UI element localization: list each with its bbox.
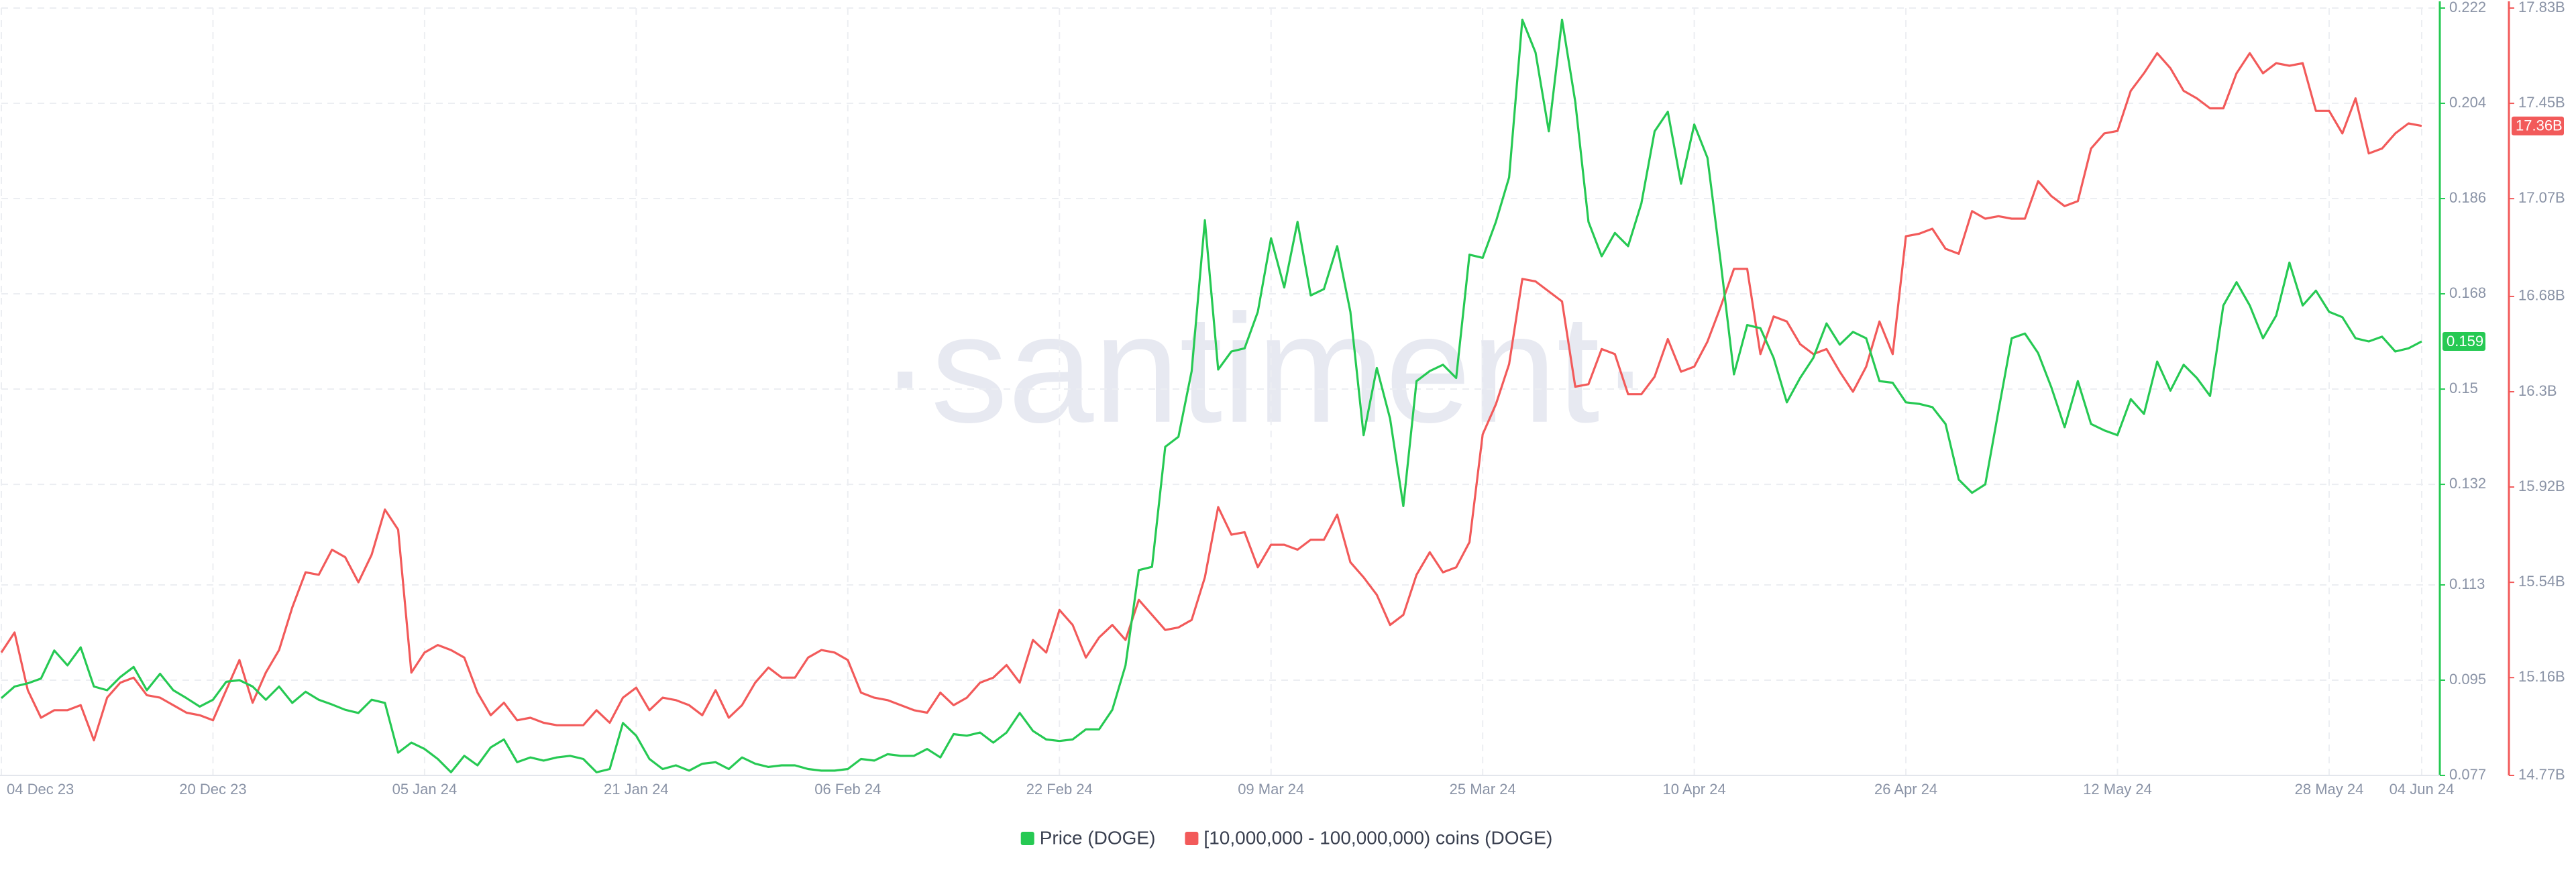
value-badge-label: 0.159 <box>2447 333 2483 349</box>
x-tick-label: 12 May 24 <box>2083 781 2152 798</box>
y-tick-label: 0.077 <box>2449 766 2486 783</box>
series-line <box>0 52 2422 742</box>
x-tick-label: 04 Jun 24 <box>2390 781 2455 798</box>
legend-label: [10,000,000 - 100,000,000) coins (DOGE) <box>1203 827 1552 848</box>
y2-tick-label: 17.83B <box>2518 0 2565 15</box>
x-tick-label: 20 Dec 23 <box>179 781 246 798</box>
y2-tick-label: 16.3B <box>2518 382 2557 399</box>
legend-label: Price (DOGE) <box>1040 827 1156 848</box>
y-tick-label: 0.132 <box>2449 475 2486 492</box>
x-tick-label: 10 Apr 24 <box>1663 781 1726 798</box>
y2-tick-label: 14.77B <box>2518 766 2565 783</box>
y2-tick-label: 17.45B <box>2518 94 2565 111</box>
value-badge-bg <box>2512 116 2564 135</box>
y2-tick-label: 15.54B <box>2518 573 2565 590</box>
watermark: ·santiment· <box>879 282 1651 455</box>
value-badge-label: 17.36B <box>2516 117 2563 134</box>
y2-tick-label: 16.68B <box>2518 287 2565 304</box>
value-badge: 0.159 <box>2443 332 2485 351</box>
x-tick-label: 26 Apr 24 <box>1874 781 1937 798</box>
y-tick-label: 0.222 <box>2449 0 2486 15</box>
y-tick-label: 0.204 <box>2449 94 2486 111</box>
y-tick-label: 0.113 <box>2449 576 2485 592</box>
y-tick-label: 0.186 <box>2449 189 2486 206</box>
y-tick-label: 0.095 <box>2449 671 2486 688</box>
x-tick-label: 09 Mar 24 <box>1238 781 1304 798</box>
y2-tick-label: 15.16B <box>2518 668 2565 685</box>
y-tick-label: 0.15 <box>2449 380 2478 396</box>
y2-tick-label: 15.92B <box>2518 478 2565 494</box>
x-tick-label: 05 Jan 24 <box>392 781 458 798</box>
x-tick-label: 04 Dec 23 <box>7 781 74 798</box>
y-tick-label: 0.168 <box>2449 284 2486 301</box>
x-tick-label: 22 Feb 24 <box>1026 781 1093 798</box>
x-tick-label: 06 Feb 24 <box>814 781 881 798</box>
y2-tick-label: 17.07B <box>2518 189 2565 206</box>
x-tick-label: 28 May 24 <box>2295 781 2364 798</box>
x-tick-label: 25 Mar 24 <box>1450 781 1516 798</box>
series-line <box>0 18 2422 773</box>
legend-swatch <box>1020 832 1034 845</box>
legend: Price (DOGE) [10,000,000 - 100,000,000) c… <box>1020 827 1552 848</box>
legend-swatch <box>1185 832 1199 845</box>
x-tick-label: 21 Jan 24 <box>604 781 669 798</box>
value-badge: 17.36B <box>2512 116 2564 135</box>
value-badge-bg <box>2443 332 2485 351</box>
